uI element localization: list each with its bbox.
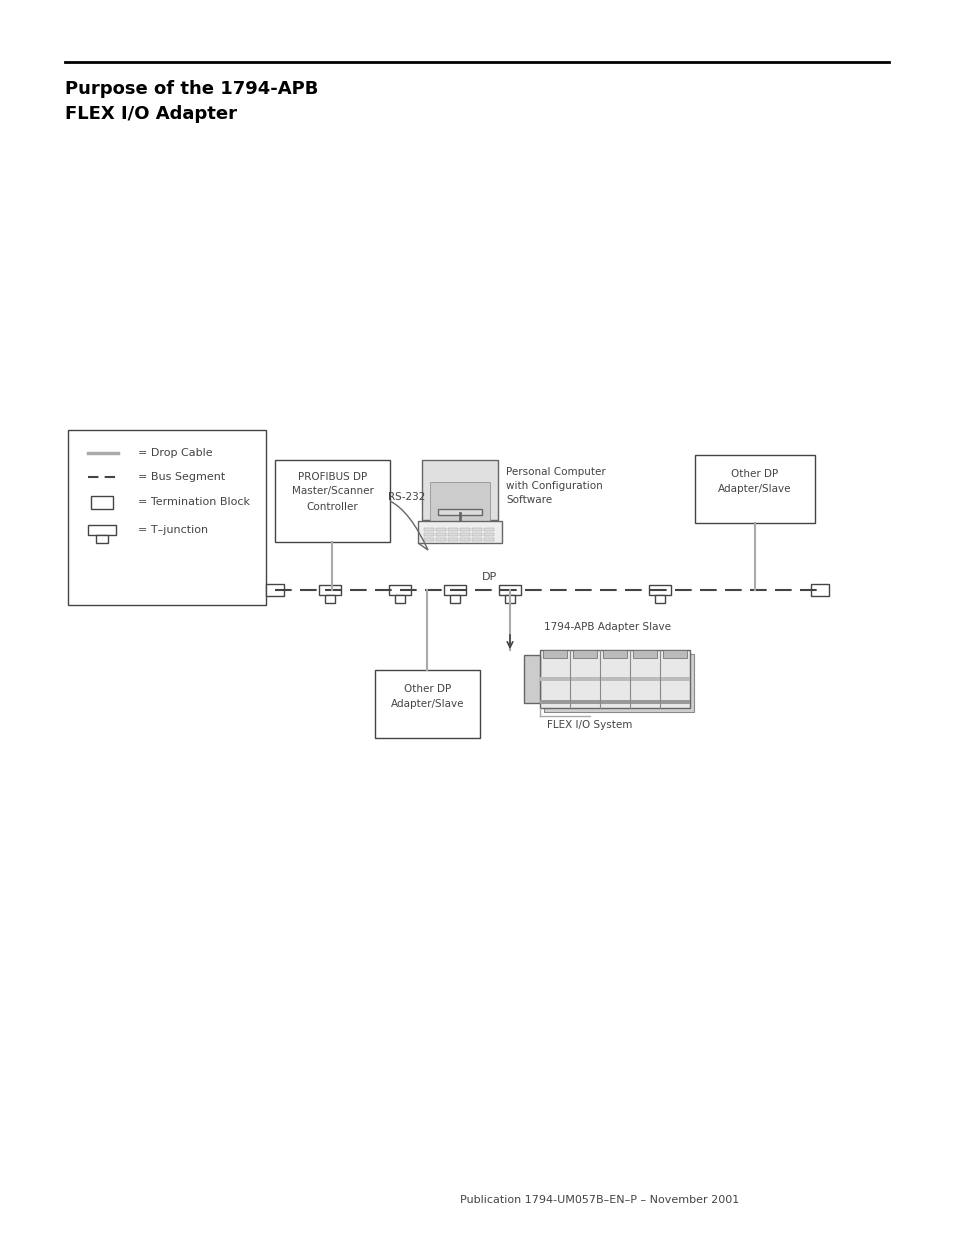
Bar — [695, 454, 814, 522]
Text: = Bus Segment: = Bus Segment — [138, 472, 225, 482]
Text: PROFIBUS DP: PROFIBUS DP — [297, 472, 367, 482]
Bar — [437, 509, 481, 515]
Bar — [417, 521, 501, 543]
Bar — [436, 529, 446, 531]
Bar — [450, 595, 459, 603]
Text: Other DP: Other DP — [403, 684, 451, 694]
Bar — [91, 496, 112, 509]
Bar — [539, 677, 689, 680]
Bar — [430, 482, 490, 527]
Bar — [459, 538, 470, 541]
Text: with Configuration: with Configuration — [505, 480, 602, 492]
Bar — [498, 585, 520, 595]
Bar — [810, 584, 828, 597]
Bar — [448, 534, 457, 536]
Bar — [423, 538, 434, 541]
Bar — [375, 671, 479, 739]
Bar — [539, 700, 689, 704]
Bar — [472, 538, 481, 541]
Text: FLEX I/O Adapter: FLEX I/O Adapter — [65, 105, 236, 124]
Text: Purpose of the 1794-APB: Purpose of the 1794-APB — [65, 80, 318, 98]
Bar — [504, 595, 515, 603]
Text: Master/Scanner: Master/Scanner — [292, 487, 373, 496]
Bar — [318, 585, 340, 595]
Bar — [662, 650, 686, 658]
Bar — [88, 525, 116, 535]
Text: Adapter/Slave: Adapter/Slave — [718, 484, 791, 494]
Bar — [436, 534, 446, 536]
Bar — [443, 585, 465, 595]
Bar — [436, 538, 446, 541]
Bar — [483, 538, 494, 541]
Bar — [423, 534, 434, 536]
Text: Software: Software — [505, 495, 552, 505]
Bar — [96, 535, 108, 543]
Bar — [389, 585, 411, 595]
Bar — [68, 430, 266, 605]
Bar — [539, 650, 689, 708]
Text: Publication 1794-UM057B–EN–P – November 2001: Publication 1794-UM057B–EN–P – November … — [460, 1195, 739, 1205]
Bar — [542, 650, 566, 658]
Bar — [325, 595, 335, 603]
Bar — [483, 534, 494, 536]
Bar — [523, 655, 539, 703]
Bar — [421, 459, 497, 520]
Bar — [633, 650, 657, 658]
Text: = T–junction: = T–junction — [138, 525, 208, 535]
Bar — [543, 655, 693, 713]
Text: Controller: Controller — [306, 501, 358, 513]
Bar — [423, 529, 434, 531]
Text: Personal Computer: Personal Computer — [505, 467, 605, 477]
Bar — [459, 534, 470, 536]
Bar — [602, 650, 626, 658]
Bar — [395, 595, 405, 603]
Text: = Termination Block: = Termination Block — [138, 496, 250, 508]
Text: RS-232: RS-232 — [388, 492, 425, 501]
Bar — [459, 529, 470, 531]
Bar — [483, 529, 494, 531]
Bar — [266, 584, 284, 597]
Text: FLEX I/O System: FLEX I/O System — [547, 720, 632, 730]
Text: 1794-APB Adapter Slave: 1794-APB Adapter Slave — [543, 622, 670, 632]
Bar — [448, 538, 457, 541]
Bar — [655, 595, 664, 603]
Bar — [274, 459, 390, 542]
Bar — [472, 529, 481, 531]
Bar — [472, 534, 481, 536]
Text: = Drop Cable: = Drop Cable — [138, 448, 213, 458]
Text: DP: DP — [482, 572, 497, 582]
Bar — [573, 650, 597, 658]
Bar — [648, 585, 670, 595]
Bar — [448, 529, 457, 531]
Text: Other DP: Other DP — [731, 469, 778, 479]
Text: Adapter/Slave: Adapter/Slave — [391, 699, 464, 709]
